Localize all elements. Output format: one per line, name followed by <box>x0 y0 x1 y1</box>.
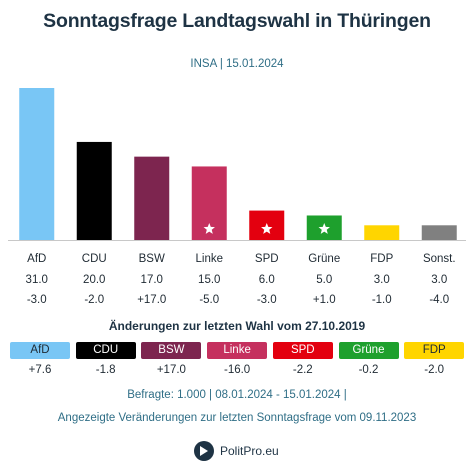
politpro-logo-icon <box>194 441 214 461</box>
star-icon <box>203 223 215 234</box>
category-label: Sonst. <box>423 253 456 265</box>
bar-chart: AfD 31.0 -3.0 CDU 20.0 -2.0 BSW 17.0 +17.0 Linke 1… <box>8 88 466 306</box>
value-label: 5.0 <box>316 274 332 286</box>
category-label: SPD <box>255 253 279 265</box>
party-badge: BSW <box>141 342 202 359</box>
change-label: -2.0 <box>84 294 104 306</box>
change-label: -3.0 <box>27 294 47 306</box>
party-badge-change: -1.8 <box>95 364 116 376</box>
category-label: Linke <box>196 253 224 265</box>
value-label: 15.0 <box>198 274 220 286</box>
change-label: -3.0 <box>257 294 277 306</box>
changes-note: Angezeigte Veränderungen zur letzten Son… <box>57 412 417 424</box>
value-label: 3.0 <box>374 274 390 286</box>
bar-afd <box>19 88 55 240</box>
party-badge: Linke <box>207 342 268 359</box>
category-label: FDP <box>370 253 393 265</box>
party-badge-change: -2.0 <box>424 364 445 376</box>
party-badge: Grüne <box>338 342 399 359</box>
category-label: BSW <box>139 253 165 265</box>
value-label: 17.0 <box>141 274 163 286</box>
value-label: 3.0 <box>431 274 447 286</box>
change-label: -1.0 <box>372 294 392 306</box>
change-label: -5.0 <box>199 294 219 306</box>
category-label: Grüne <box>308 253 340 265</box>
bar-cdu <box>76 141 112 240</box>
value-label: 31.0 <box>26 274 48 286</box>
change-label: -4.0 <box>429 294 449 306</box>
bar-bsw <box>134 156 170 240</box>
party-badge-change: +17.0 <box>156 364 186 376</box>
party-badge-row: AfD CDU BSW Linke SPD Grüne FDP <box>10 342 465 360</box>
survey-info: Befragte: 1.000 | 08.01.2024 - 15.01.202… <box>127 389 347 401</box>
bar-sonst <box>421 225 457 240</box>
value-label: 6.0 <box>259 274 275 286</box>
party-badge: SPD <box>272 342 333 359</box>
star-icon <box>318 223 330 234</box>
party-badge: CDU <box>75 342 136 359</box>
party-badge-change: -2.2 <box>292 364 313 376</box>
change-label: +17.0 <box>137 294 166 306</box>
change-label: +1.0 <box>313 294 336 306</box>
chart-title: Sonntagsfrage Landtagswahl in Thüringen <box>43 10 431 32</box>
party-badge: FDP <box>404 342 465 359</box>
category-label: AfD <box>27 253 46 265</box>
value-label: 20.0 <box>83 274 105 286</box>
party-badge-change: +7.6 <box>28 364 52 376</box>
party-badge-change: -0.2 <box>358 364 379 376</box>
brand-text: PolitPro.eu <box>220 444 279 458</box>
chart-subtitle: INSA | 15.01.2024 <box>190 58 284 70</box>
star-icon <box>261 223 273 234</box>
party-badge: AfD <box>10 342 70 359</box>
party-badge-change: -16.0 <box>223 364 251 376</box>
brand[interactable]: PolitPro.eu <box>194 440 279 462</box>
bar-fdp <box>364 225 400 240</box>
changes-section-title: Änderungen zur letzten Wahl vom 27.10.20… <box>108 319 366 333</box>
category-label: CDU <box>82 253 107 265</box>
